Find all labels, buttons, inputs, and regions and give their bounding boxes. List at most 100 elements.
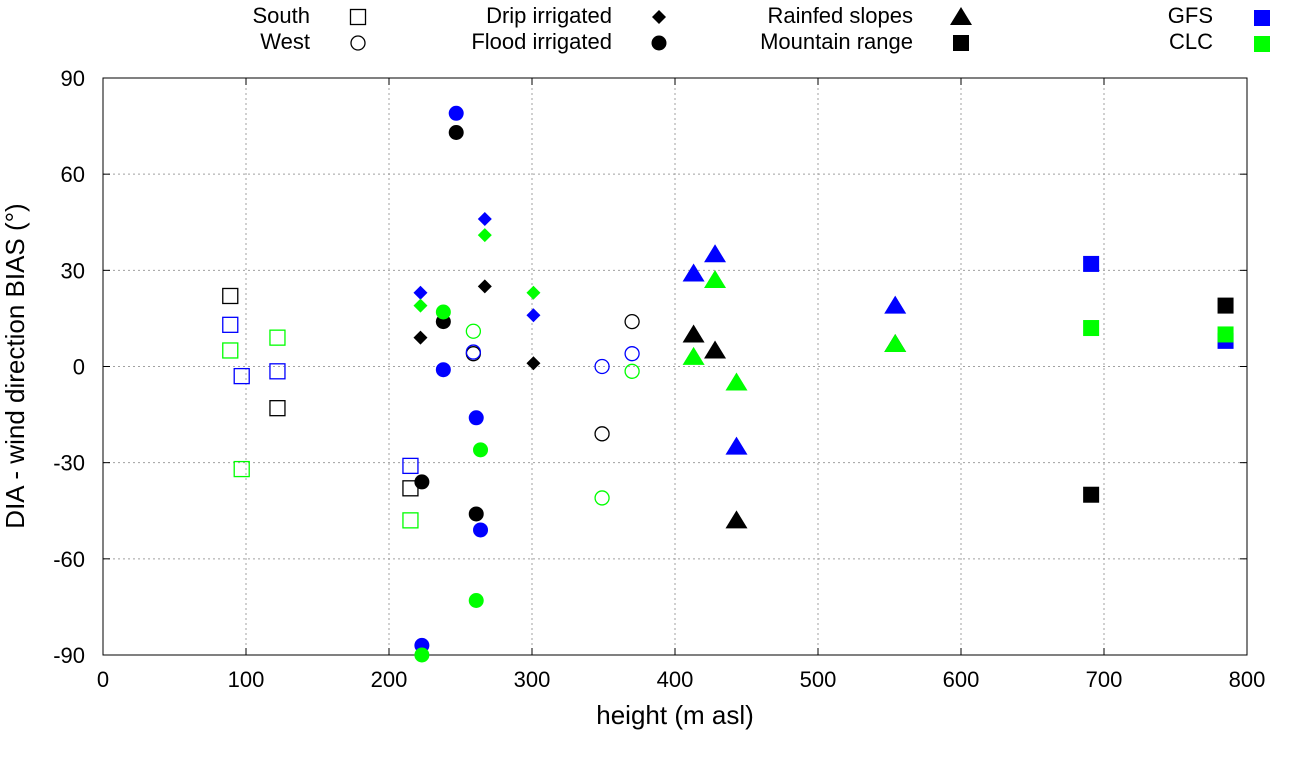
data-point — [1083, 320, 1100, 337]
data-point — [624, 346, 640, 362]
data-point — [682, 324, 705, 343]
legend-marker — [350, 35, 366, 51]
data-point — [269, 329, 286, 346]
data-point — [884, 295, 907, 314]
legend-marker — [1254, 36, 1270, 52]
data-point — [465, 344, 482, 360]
data-point — [468, 506, 484, 522]
y-tick-label: 30 — [61, 258, 85, 283]
data-points — [222, 105, 1234, 663]
series-flood-irrigated-dia — [414, 124, 484, 522]
series-south-dia — [222, 287, 419, 497]
x-tick-label: 100 — [228, 667, 265, 692]
data-point — [473, 522, 489, 538]
data-point — [1083, 486, 1100, 503]
legend-label: CLC — [1169, 29, 1213, 54]
data-point — [704, 269, 727, 288]
data-point — [682, 346, 705, 365]
legend-marker — [651, 35, 667, 51]
series-rainfed-slopes-dia — [682, 324, 907, 529]
data-point — [1217, 297, 1234, 314]
data-point — [413, 285, 428, 300]
series-drip-irrigated-gfs — [413, 212, 541, 323]
series-rainfed-slopes-gfs — [682, 244, 907, 455]
y-tick-label: -90 — [53, 643, 85, 668]
data-point — [413, 298, 428, 313]
data-point — [435, 362, 451, 378]
series-flood-irrigated-gfs — [414, 105, 489, 653]
data-point — [402, 480, 419, 497]
legend-marker — [950, 7, 972, 25]
data-point — [473, 442, 489, 458]
y-tick-label: -30 — [53, 451, 85, 476]
data-point — [414, 647, 430, 663]
x-tick-label: 500 — [800, 667, 837, 692]
data-point — [1217, 326, 1234, 343]
legend-label: Flood irrigated — [471, 29, 612, 54]
x-tick-label: 400 — [657, 667, 694, 692]
data-point — [594, 426, 610, 442]
x-tick-label: 0 — [97, 667, 109, 692]
series-west-gfs — [465, 344, 640, 375]
legend-marker — [1254, 10, 1270, 26]
data-point — [682, 263, 705, 282]
legend-marker — [652, 10, 666, 24]
series-drip-irrigated-clc — [413, 228, 541, 313]
data-point — [233, 460, 250, 478]
x-tick-label: 600 — [943, 667, 980, 692]
data-point — [526, 285, 541, 300]
series-rainfed-slopes-clc — [682, 269, 907, 391]
legend-label: West — [260, 29, 310, 54]
data-point — [624, 313, 640, 330]
y-tick-label: 90 — [61, 66, 85, 91]
data-point — [704, 244, 727, 263]
x-axis-label: height (m asl) — [596, 700, 754, 730]
y-tick-label: -60 — [53, 547, 85, 572]
data-point — [465, 323, 482, 339]
data-point — [468, 410, 484, 426]
data-point — [725, 372, 748, 391]
legend-marker — [349, 8, 367, 26]
data-point — [725, 510, 748, 529]
data-point — [526, 356, 541, 371]
x-tick-label: 700 — [1086, 667, 1123, 692]
data-point — [477, 279, 492, 294]
data-point — [624, 363, 640, 379]
series-west-dia — [465, 313, 640, 442]
data-point — [269, 363, 286, 380]
data-point — [448, 124, 464, 140]
legend-label: Rainfed slopes — [767, 3, 913, 28]
data-point — [233, 367, 250, 385]
legend-label: Mountain range — [760, 29, 913, 54]
y-axis-label: DIA - wind direction BIAS (°) — [0, 203, 30, 528]
x-tick-label: 800 — [1229, 667, 1266, 692]
y-tick-label: 0 — [73, 355, 85, 380]
data-point — [477, 228, 492, 243]
data-point — [402, 512, 419, 529]
data-point — [468, 593, 484, 609]
data-point — [704, 340, 727, 359]
grid-lines — [103, 78, 1247, 655]
data-point — [414, 474, 430, 490]
data-point — [448, 105, 464, 121]
data-point — [413, 330, 428, 345]
series-south-gfs — [222, 316, 419, 475]
legend-label: South — [253, 3, 311, 28]
series-mountain-range-dia — [1083, 297, 1234, 503]
data-point — [526, 308, 541, 323]
data-point — [884, 334, 907, 353]
data-point — [269, 400, 286, 417]
data-point — [725, 436, 748, 455]
series-flood-irrigated-clc — [414, 304, 489, 663]
data-point — [477, 212, 492, 227]
legend-label: Drip irrigated — [486, 3, 612, 28]
data-point — [1083, 255, 1100, 272]
data-point — [594, 490, 610, 506]
series-south-clc — [222, 329, 419, 529]
series-west-clc — [465, 323, 640, 506]
series-mountain-range-clc — [1083, 320, 1234, 343]
series-drip-irrigated-dia — [413, 279, 541, 371]
data-point — [222, 316, 239, 333]
